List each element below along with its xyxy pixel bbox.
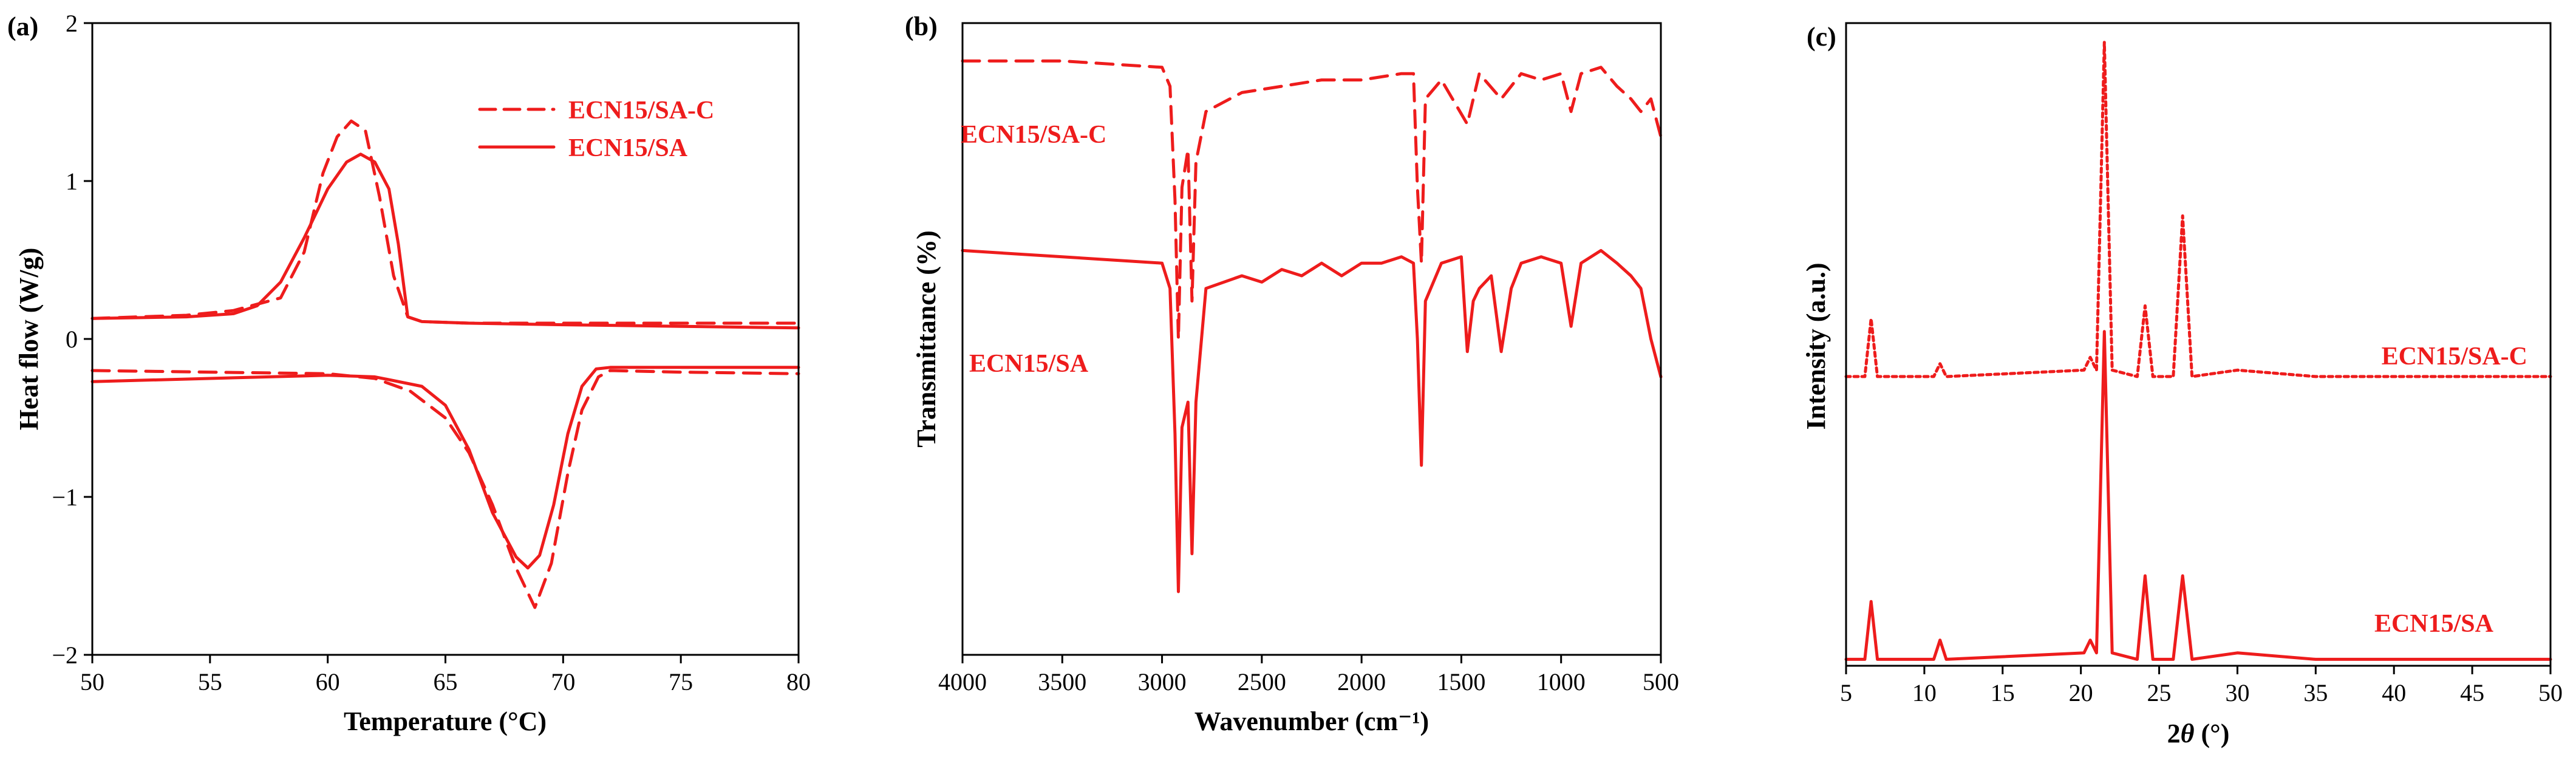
panel-c-x-ticks: 5 10 15 20 25 30 35 40 45 50 [1840,666,2563,706]
x-tick-label: 70 [551,668,575,696]
y-tick-label: −2 [52,641,78,669]
x-tick-label: 40 [2382,679,2406,706]
x-tick-label: 35 [2303,679,2328,706]
series-line-ecn15-sa-c-heating [90,119,800,325]
x-tick-label: 45 [2460,679,2484,706]
panel-a: (a) 50 55 60 65 70 75 80 −2 −1 0 1 2 Temperature (… [7,10,811,736]
x-tick-label: 80 [786,668,811,696]
series-line-ecn15-sa-c-cooling [90,369,800,609]
x-tick-label: 50 [80,668,104,696]
x-tick-label: 25 [2147,679,2172,706]
panel-a-y-axis-title: Heat flow (W/g) [14,248,44,431]
x-tick-label: 500 [1643,668,1679,696]
series-line-ecn15-sa-c [961,59,1663,341]
x-tick-label: 75 [669,668,693,696]
panel-a-y-ticks: −2 −1 0 1 2 [52,10,92,669]
y-tick-label: 2 [66,10,78,37]
panel-b-label: (b) [905,12,938,41]
panel-c-label: (c) [1807,22,1836,52]
x-tick-label: 3000 [1138,668,1187,696]
panel-b-label-ecn15-sa: ECN15/SA [969,350,1089,378]
x-tick-label: 10 [1912,679,1937,706]
x-tick-label: 2000 [1337,668,1386,696]
panel-c-label-ecn15-sa-c: ECN15/SA-C [2382,343,2527,371]
x-tick-label: 65 [434,668,458,696]
x-tick-label: 30 [2225,679,2249,706]
panel-b-x-ticks: 4000 3500 3000 2500 2000 1500 1000 500 [938,655,1679,696]
x-tick-label: 1500 [1437,668,1485,696]
panel-a-curves [90,119,800,609]
x-tick-label: 4000 [938,668,987,696]
y-tick-label: 1 [66,168,78,195]
series-line-ecn15-sa-heating [90,152,800,330]
series-line-ecn15-sa [961,248,1663,593]
x-tick-label: 2500 [1238,668,1286,696]
x-tick-label: 5 [1840,679,1852,706]
panel-b: (b) 4000 3500 3000 2500 2000 1500 1000 500 Wave… [905,12,1679,736]
panel-b-curves [961,59,1663,593]
x-tick-label: 20 [2069,679,2093,706]
panel-a-x-axis-title: Temperature (°C) [344,706,547,736]
panel-b-x-axis-title: Wavenumber (cm⁻¹) [1194,706,1429,736]
panel-a-label: (a) [7,12,38,41]
panel-b-frame [961,22,1662,656]
x-tick-label: 15 [1991,679,2015,706]
y-tick-label: 0 [66,326,78,353]
panel-c-frame [1845,22,2552,667]
y-tick-label: −1 [52,484,78,511]
series-line-ecn15-sa [1844,330,2552,661]
panel-c-label-ecn15-sa: ECN15/SA [2374,610,2494,638]
panel-c-y-axis-title: Intensity (a.u.) [1801,262,1831,429]
panel-a-x-ticks: 50 55 60 65 70 75 80 [80,655,811,696]
x-tick-label: 3500 [1038,668,1086,696]
x-tick-label: 60 [316,668,340,696]
series-line-ecn15-sa-c [1844,41,2552,378]
legend-label-ecn15-sa-c: ECN15/SA-C [568,97,714,125]
panel-b-y-axis-title: Transmittance (%) [911,230,941,447]
x-tick-label: 50 [2538,679,2563,706]
legend-label-ecn15-sa: ECN15/SA [568,134,688,162]
panel-c: (c) 5 10 15 20 25 30 35 40 45 50 2θ (°) Intensity… [1801,22,2563,748]
x-tick-label: 1000 [1537,668,1586,696]
panel-c-curves [1844,41,2552,661]
panel-b-label-ecn15-sa-c: ECN15/SA-C [961,121,1106,149]
panel-a-legend: ECN15/SA-C ECN15/SA [478,97,714,162]
series-line-ecn15-sa-cooling [90,366,800,570]
x-tick-label: 55 [198,668,222,696]
panel-c-x-axis-title: 2θ (°) [2167,719,2230,748]
